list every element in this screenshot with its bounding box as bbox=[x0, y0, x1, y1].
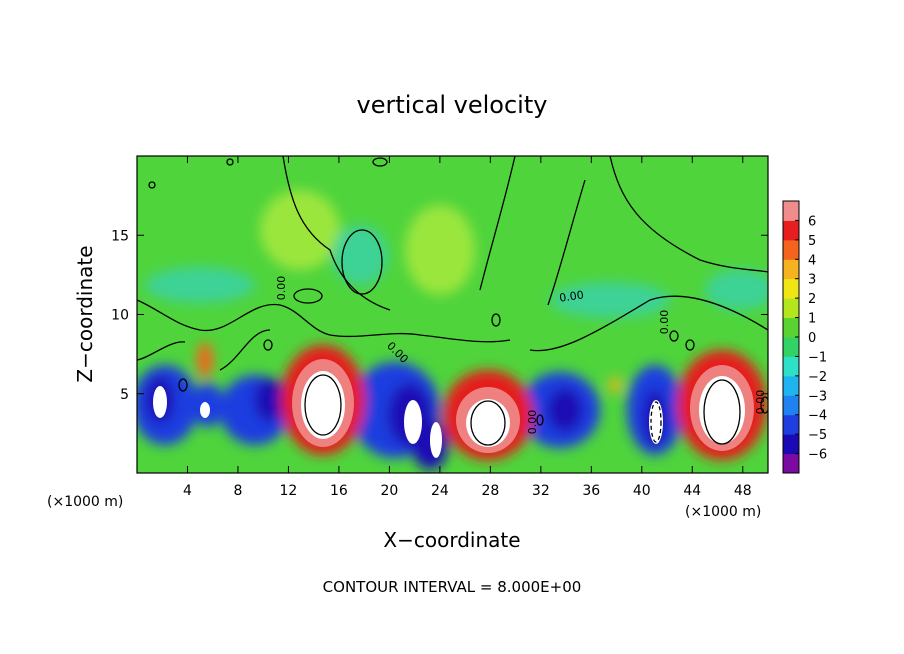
contour-label: 0.00 bbox=[658, 310, 671, 335]
x-axis-label: X−coordinate bbox=[383, 528, 520, 552]
chart-title: vertical velocity bbox=[357, 91, 548, 119]
y-tick-label: 5 bbox=[120, 387, 129, 403]
updraft-cores bbox=[153, 359, 754, 458]
colorbar-swatch bbox=[783, 414, 799, 435]
colorbar-swatch bbox=[783, 298, 799, 319]
colorbar-swatch bbox=[783, 259, 799, 280]
colorbar-tick-label: 4 bbox=[808, 253, 816, 268]
x-tick-label: 8 bbox=[233, 483, 242, 499]
colorbar-swatch bbox=[783, 337, 799, 357]
colorbar-tick-label: 5 bbox=[808, 234, 816, 249]
colorbar-tick-label: 3 bbox=[808, 273, 816, 288]
x-axis: 4 8 12 16 20 24 28 32 36 40 44 48 bbox=[183, 156, 752, 499]
colorbar-tick-label: −1 bbox=[808, 350, 827, 365]
y-tick-label: 15 bbox=[111, 228, 129, 244]
colorbar-swatch bbox=[783, 356, 799, 377]
colorbar-tick-label: 0 bbox=[808, 331, 816, 346]
colorbar-tick-label: −3 bbox=[808, 389, 827, 404]
y-tick-label: 10 bbox=[111, 308, 129, 324]
colorbar: 6 5 4 3 2 1 0 −1 −2 −3 −4 −5 −6 bbox=[782, 200, 827, 474]
x-tick-label: 36 bbox=[582, 483, 600, 499]
x-unit-left: (×1000 m) bbox=[47, 494, 123, 510]
x-unit-right: (×1000 m) bbox=[685, 504, 761, 520]
x-tick-label: 32 bbox=[532, 483, 550, 499]
colorbar-tick-label: −2 bbox=[808, 370, 827, 385]
colorbar-swatch bbox=[783, 317, 799, 338]
y-axis: 5 10 15 bbox=[111, 228, 768, 403]
contour-label: 0.00 bbox=[275, 276, 288, 301]
colorbar-swatch bbox=[783, 278, 799, 299]
colorbar-swatch bbox=[783, 434, 799, 455]
colorbar-tick-label: −4 bbox=[808, 409, 827, 424]
x-tick-label: 4 bbox=[183, 483, 192, 499]
contour-lines bbox=[137, 156, 768, 446]
colorbar-tick-label: −6 bbox=[808, 448, 827, 463]
colorbar-tick-label: 6 bbox=[808, 214, 816, 229]
x-tick-label: 40 bbox=[633, 483, 651, 499]
x-tick-label: 16 bbox=[330, 483, 348, 499]
x-tick-label: 12 bbox=[280, 483, 298, 499]
contour-label: 0.00 bbox=[526, 410, 539, 435]
y-axis-label: Z−coordinate bbox=[73, 245, 97, 382]
x-tick-label: 44 bbox=[683, 483, 701, 499]
contour-interval-note: CONTOUR INTERVAL = 8.000E+00 bbox=[323, 578, 582, 596]
colorbar-tick-label: 2 bbox=[808, 292, 816, 307]
x-tick-label: 48 bbox=[734, 483, 752, 499]
colorbar-swatch bbox=[783, 453, 799, 474]
colorbar-swatch bbox=[783, 375, 799, 396]
contour-label: 0.00 bbox=[754, 390, 767, 415]
contour-label: 0.00 bbox=[558, 288, 584, 304]
colorbar-swatch bbox=[783, 239, 799, 260]
colorbar-swatch bbox=[783, 220, 799, 241]
x-tick-label: 24 bbox=[431, 483, 449, 499]
x-tick-label: 28 bbox=[481, 483, 499, 499]
x-tick-label: 20 bbox=[380, 483, 398, 499]
colorbar-tick-label: −5 bbox=[808, 428, 827, 443]
colorbar-swatch bbox=[783, 395, 799, 416]
colorbar-swatch bbox=[783, 201, 799, 221]
colorbar-tick-label: 1 bbox=[808, 312, 816, 327]
